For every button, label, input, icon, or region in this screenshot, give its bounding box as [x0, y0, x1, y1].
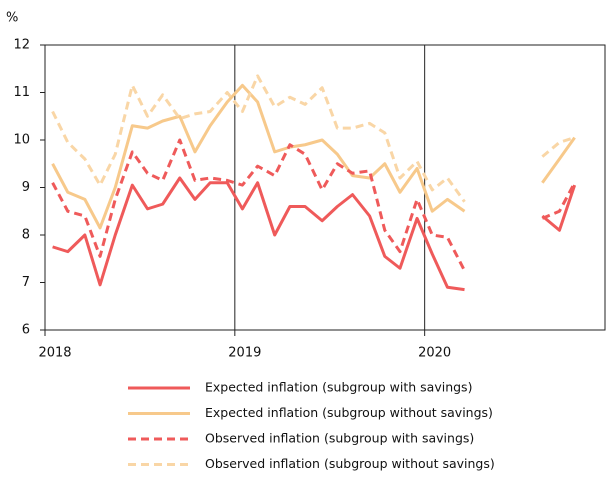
- legend-label: Expected inflation (subgroup without sav…: [205, 405, 493, 420]
- y-axis-label: %: [6, 11, 18, 26]
- y-tick-label: 7: [22, 275, 30, 290]
- y-tick-label: 11: [13, 85, 30, 100]
- x-tick-label: 2020: [418, 346, 451, 361]
- y-tick-label: 6: [22, 323, 30, 338]
- x-tick-label: 2018: [38, 346, 71, 361]
- series-line: [51, 74, 576, 203]
- y-tick-label: 10: [13, 133, 30, 148]
- legend-label: Expected inflation (subgroup with saving…: [205, 380, 472, 395]
- series-line: [52, 176, 577, 292]
- y-tick-label: 9: [22, 180, 30, 195]
- series-line: [51, 83, 576, 230]
- legend-label: Observed inflation (subgroup with saving…: [205, 431, 474, 446]
- x-tick-label: 2019: [228, 346, 261, 361]
- y-tick-label: 12: [13, 38, 30, 53]
- series-line: [51, 138, 576, 272]
- y-tick-label: 8: [22, 228, 30, 243]
- legend-label: Observed inflation (subgroup without sav…: [205, 456, 495, 471]
